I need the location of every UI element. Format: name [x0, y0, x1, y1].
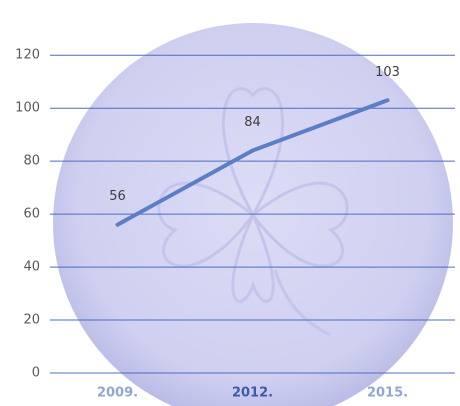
x-tick-label: 2009.	[97, 386, 138, 401]
x-tick-label: 2015.	[367, 386, 408, 401]
y-tick-label: 80	[23, 154, 40, 169]
x-tick-label: 2012.	[232, 386, 273, 401]
value-label: 56	[109, 189, 126, 204]
y-tick-label: 0	[32, 366, 40, 381]
line	[115, 98, 390, 227]
y-tick-label: 40	[23, 260, 40, 275]
value-label: 84	[244, 115, 261, 130]
value-label: 103	[375, 65, 400, 80]
y-tick-label: 60	[23, 207, 40, 222]
y-tick-label: 120	[15, 48, 40, 63]
y-tick-label: 20	[23, 313, 40, 328]
y-tick-label: 100	[15, 101, 40, 116]
